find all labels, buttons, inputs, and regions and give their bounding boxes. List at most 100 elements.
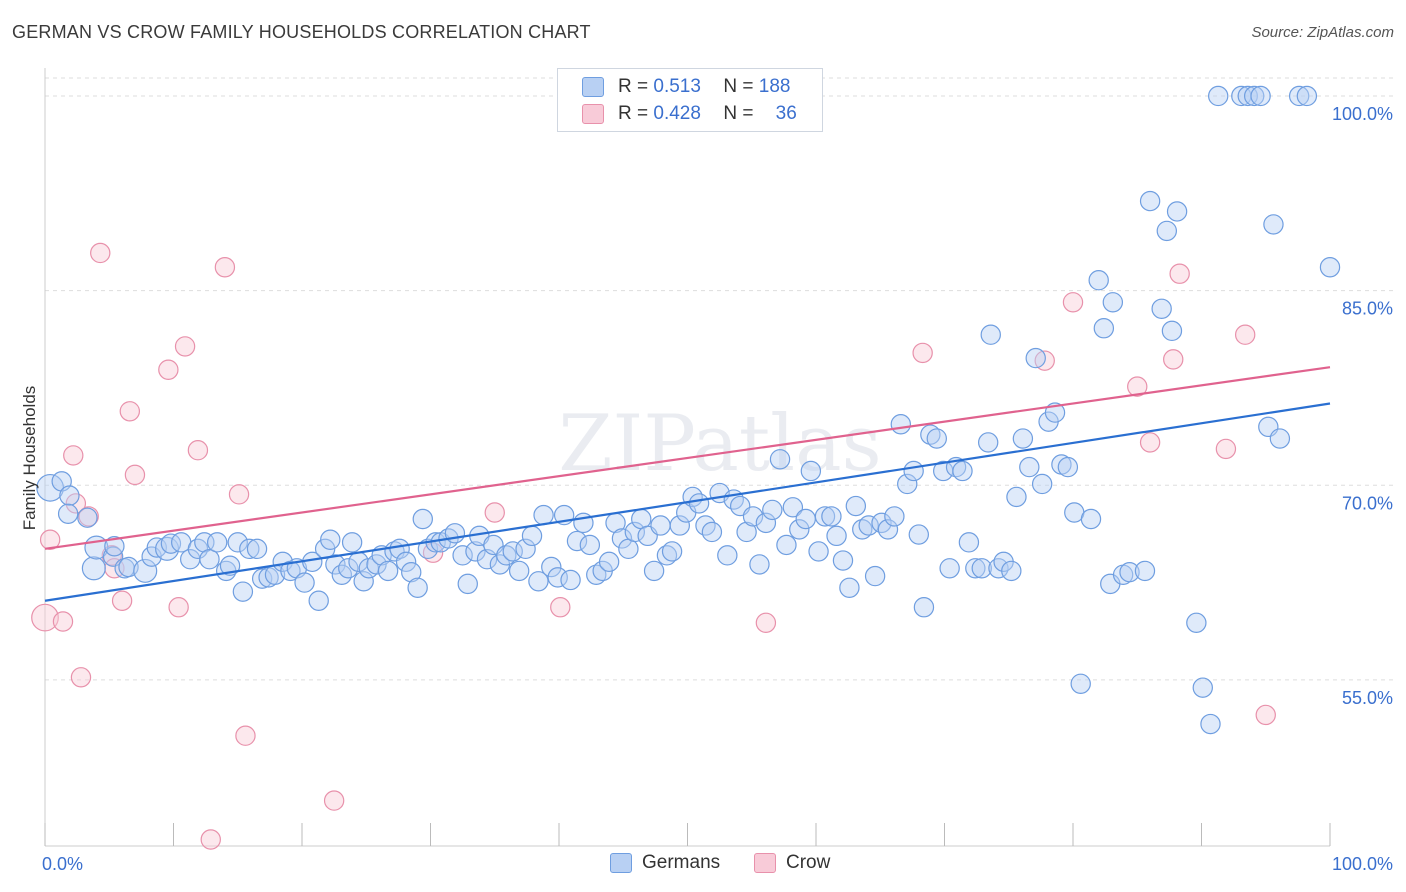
legend-item-germans[interactable]: Germans: [610, 852, 720, 874]
german-point: [877, 519, 899, 540]
german-point: [952, 460, 973, 482]
german-point: [749, 554, 770, 575]
crow-point: [1139, 432, 1161, 453]
crow-point: [124, 464, 146, 486]
legend-item-crow[interactable]: Crow: [754, 852, 830, 874]
german-point: [1006, 486, 1027, 508]
german-point: [227, 532, 248, 553]
german-point: [839, 577, 860, 598]
series-legend: Germans Crow: [0, 852, 1406, 878]
german-point: [239, 538, 260, 560]
german-point: [897, 473, 918, 495]
german-point: [939, 558, 960, 579]
crow-point: [1163, 349, 1184, 370]
legend-label-germans: Germans: [642, 852, 721, 873]
crow-point: [1234, 324, 1256, 345]
german-point: [457, 573, 478, 595]
german-point: [1200, 713, 1221, 735]
german-point: [769, 449, 791, 470]
german-point: [401, 561, 422, 583]
german-point: [821, 506, 842, 527]
crow-point: [1169, 263, 1190, 284]
german-point: [776, 534, 797, 556]
legend-r-value: 0.428: [653, 103, 701, 124]
german-point: [199, 549, 220, 570]
german-point: [1288, 85, 1310, 107]
german-point: [206, 532, 228, 553]
german-point: [1243, 85, 1265, 107]
german-point: [650, 515, 671, 536]
german-point: [808, 541, 829, 562]
crow-point: [119, 401, 141, 422]
german-point: [465, 541, 486, 562]
german-point: [814, 506, 836, 527]
german-point: [579, 534, 601, 556]
legend-r-label: R =: [618, 103, 649, 124]
german-point: [736, 521, 757, 543]
legend-n-label: N =: [723, 103, 754, 124]
german-point: [407, 577, 428, 598]
german-point: [864, 565, 886, 587]
crow-point: [174, 336, 196, 357]
german-point: [338, 558, 359, 579]
crow-point: [323, 790, 345, 811]
legend-swatch-germans: [582, 77, 604, 97]
german-point: [1250, 85, 1271, 107]
german-point: [669, 515, 690, 536]
german-point: [884, 506, 905, 527]
german-trend-line: [44, 402, 1331, 602]
german-point: [294, 572, 315, 593]
german-point: [611, 528, 633, 549]
german-point: [1102, 292, 1124, 313]
y-tick-label: 70.0%: [1342, 493, 1393, 513]
german-point: [795, 508, 816, 530]
german-point: [104, 536, 125, 557]
german-point: [502, 541, 523, 562]
legend-n-value: 188: [758, 76, 791, 97]
german-point: [59, 485, 80, 506]
german-point: [320, 529, 341, 550]
german-point: [515, 538, 536, 560]
legend-r-label: R =: [618, 76, 649, 97]
crow-point: [111, 590, 133, 611]
german-point: [77, 507, 98, 528]
german-point: [412, 508, 433, 530]
german-point: [232, 581, 254, 602]
x-tick-label: 0.0%: [42, 854, 83, 874]
german-point: [643, 560, 665, 582]
watermark: ZIPatlas: [558, 399, 881, 489]
chart-title: GERMAN VS CROW FAMILY HOUSEHOLDS CORRELA…: [12, 22, 591, 42]
y-tick-label: 100.0%: [1332, 104, 1393, 124]
german-point: [908, 524, 930, 545]
crow-point: [235, 725, 256, 746]
german-point: [717, 545, 738, 566]
german-point: [1208, 85, 1229, 107]
german-point: [533, 504, 554, 526]
german-point: [789, 519, 810, 540]
y-tick-label: 55.0%: [1342, 688, 1393, 708]
german-point: [661, 541, 683, 562]
german-point: [1057, 456, 1079, 478]
german-point: [547, 567, 568, 588]
german-point: [1139, 190, 1161, 212]
german-point: [920, 424, 941, 445]
german-point: [598, 551, 620, 573]
y-tick-label: 85.0%: [1342, 299, 1393, 319]
legend-n-value: 36: [775, 103, 797, 124]
german-point: [1012, 428, 1034, 449]
german-point: [560, 569, 581, 591]
source-label: Source: ZipAtlas.com: [1251, 24, 1394, 41]
legend-swatch-crow: [582, 104, 604, 124]
legend-n-label: N =: [723, 76, 754, 97]
german-point: [1151, 298, 1172, 319]
german-point: [624, 521, 646, 543]
crow-point: [1062, 292, 1084, 313]
german-point: [1186, 612, 1207, 634]
german-point: [377, 560, 399, 582]
y-axis-label: Family Households: [20, 386, 39, 531]
german-point: [81, 556, 106, 581]
german-point: [977, 432, 999, 453]
german-point: [742, 506, 764, 527]
german-point: [57, 503, 79, 524]
